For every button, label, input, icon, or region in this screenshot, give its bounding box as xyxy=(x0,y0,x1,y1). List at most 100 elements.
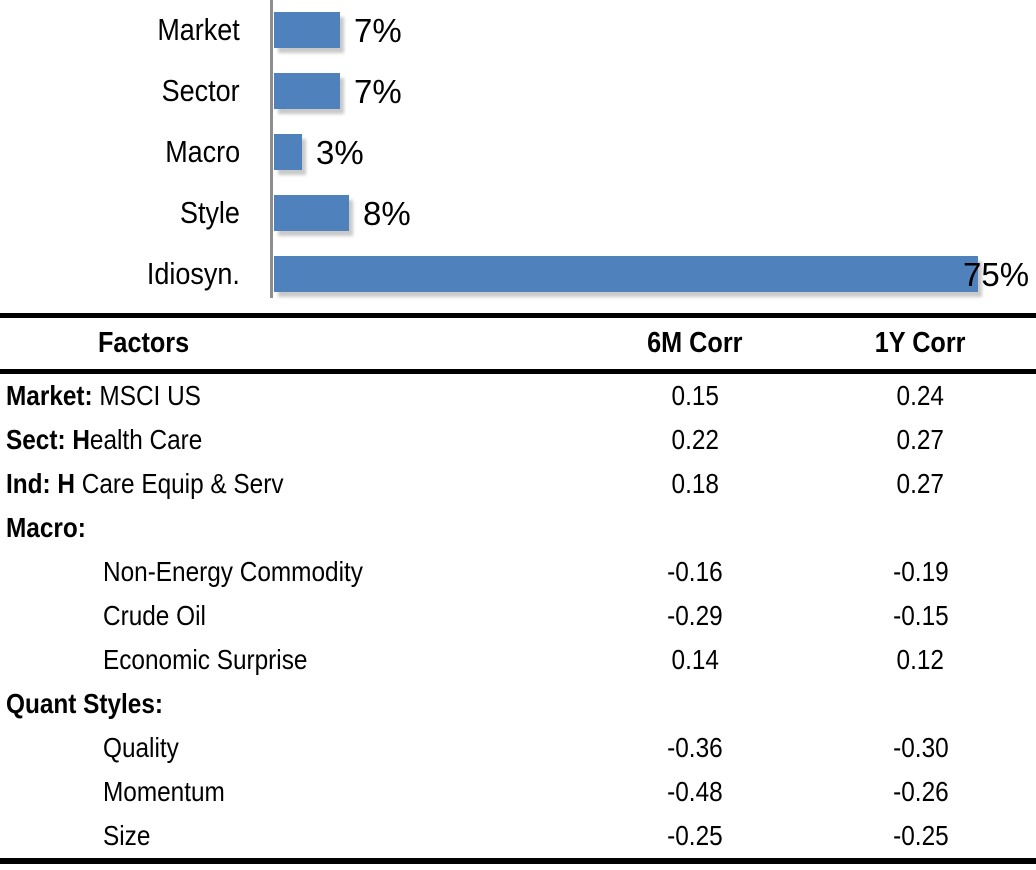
factor-text: Size xyxy=(103,814,150,858)
header-1y-corr: 1Y Corr xyxy=(805,318,1036,369)
factor-text: Sect: Health Care xyxy=(6,418,202,462)
corr-1y-value: 0.27 xyxy=(896,424,945,455)
table-row: Macro: xyxy=(0,506,1036,550)
factor-text: Macro: xyxy=(6,506,86,550)
corr-1y-cell xyxy=(805,506,1036,550)
factor-text: Quant Styles: xyxy=(6,682,163,726)
corr-6m-value: 0.14 xyxy=(671,644,719,675)
corr-6m-value: 0.15 xyxy=(671,380,719,411)
header-6m-corr-label: 6M Corr xyxy=(647,327,743,359)
corr-1y-cell: -0.19 xyxy=(805,550,1036,594)
bar-category-label: Idiosyn. xyxy=(0,256,240,292)
header-factors: Factors xyxy=(0,318,585,369)
factor-cell: Market: MSCI US xyxy=(0,374,585,418)
corr-1y-cell: 0.12 xyxy=(805,638,1036,682)
corr-6m-cell: 0.18 xyxy=(585,462,805,506)
bar-category-label-text: Idiosyn. xyxy=(147,256,240,291)
corr-6m-cell: -0.48 xyxy=(585,770,805,814)
corr-6m-value: 0.18 xyxy=(671,468,719,499)
table-row: Momentum -0.48 -0.26 xyxy=(0,770,1036,814)
corr-1y-cell: 0.24 xyxy=(805,374,1036,418)
bar-category-label-text: Style xyxy=(180,195,240,230)
factor-cell: Quality xyxy=(0,726,585,770)
corr-1y-value: -0.26 xyxy=(892,776,949,807)
factor-cell: Quant Styles: xyxy=(0,682,585,726)
corr-6m-cell: 0.22 xyxy=(585,418,805,462)
factor-correlation-table: Factors 6M Corr 1Y Corr Market: MSCI US 0… xyxy=(0,313,1036,864)
corr-6m-cell: -0.36 xyxy=(585,726,805,770)
corr-1y-cell xyxy=(805,682,1036,726)
corr-6m-cell: -0.25 xyxy=(585,814,805,858)
factor-cell: Macro: xyxy=(0,506,585,550)
bar-sector xyxy=(274,73,340,109)
factor-cell: Sect: Health Care xyxy=(0,418,585,462)
factor-text: Ind: H Care Equip & Serv xyxy=(6,462,284,506)
bar-category-label: Sector xyxy=(0,73,240,109)
factor-cell: Economic Surprise xyxy=(0,638,585,682)
factor-cell: Non-Energy Commodity xyxy=(0,550,585,594)
corr-1y-value: -0.19 xyxy=(892,556,949,587)
corr-1y-value: 0.24 xyxy=(896,380,945,411)
bar-category-label: Market xyxy=(0,12,240,48)
header-6m-corr: 6M Corr xyxy=(585,318,805,369)
corr-1y-cell: -0.15 xyxy=(805,594,1036,638)
table-row: Size -0.25 -0.25 xyxy=(0,814,1036,858)
table-row: Economic Surprise 0.14 0.12 xyxy=(0,638,1036,682)
bar-category-label: Macro xyxy=(0,134,240,170)
factor-text: Economic Surprise xyxy=(103,638,307,682)
table-header-row: Factors 6M Corr 1Y Corr xyxy=(0,318,1036,374)
corr-6m-cell: 0.15 xyxy=(585,374,805,418)
bar-value-label: 7% xyxy=(354,73,402,110)
table-row: Crude Oil -0.29 -0.15 xyxy=(0,594,1036,638)
corr-6m-value: -0.36 xyxy=(667,732,723,763)
bar-category-label-text: Market xyxy=(157,12,240,47)
factor-bold-text: Sect: H xyxy=(6,424,90,455)
corr-6m-cell xyxy=(585,682,805,726)
factor-regular-text: Size xyxy=(103,820,151,851)
corr-1y-value: -0.25 xyxy=(892,820,949,851)
bar-category-label-text: Macro xyxy=(165,134,240,169)
corr-6m-value: -0.29 xyxy=(667,600,723,631)
factor-cell: Size xyxy=(0,814,585,858)
factor-text: Momentum xyxy=(103,770,225,814)
bar-market xyxy=(274,12,340,48)
header-1y-corr-label: 1Y Corr xyxy=(875,327,966,359)
chart-category-axis-line xyxy=(270,0,273,298)
factor-regular-text: Non-Energy Commodity xyxy=(103,556,363,587)
factor-text: Quality xyxy=(103,726,179,770)
corr-1y-value: -0.15 xyxy=(892,600,949,631)
corr-6m-cell xyxy=(585,506,805,550)
table-row: Quality -0.36 -0.30 xyxy=(0,726,1036,770)
factor-cell: Momentum xyxy=(0,770,585,814)
factor-bold-text: Ind: H xyxy=(6,468,82,499)
bar-value-label: 8% xyxy=(363,195,411,232)
bar-style xyxy=(274,195,349,231)
factor-cell: Ind: H Care Equip & Serv xyxy=(0,462,585,506)
corr-1y-value: -0.30 xyxy=(892,732,949,763)
factor-regular-text: Crude Oil xyxy=(103,600,206,631)
corr-1y-value: 0.27 xyxy=(896,468,945,499)
header-factors-label: Factors xyxy=(98,327,190,359)
factor-regular-text: Quality xyxy=(103,732,179,763)
corr-6m-value: -0.16 xyxy=(667,556,723,587)
bar-value-label: 7% xyxy=(354,12,402,49)
bar-value-label: 75% xyxy=(963,256,1030,293)
table-row: Sect: Health Care 0.22 0.27 xyxy=(0,418,1036,462)
corr-1y-cell: -0.30 xyxy=(805,726,1036,770)
corr-6m-cell: 0.14 xyxy=(585,638,805,682)
factor-regular-text: ealth Care xyxy=(89,424,203,455)
table-row: Quant Styles: xyxy=(0,682,1036,726)
bar-value-label: 3% xyxy=(316,134,364,171)
factor-text: Market: MSCI US xyxy=(6,374,201,418)
corr-1y-value: 0.12 xyxy=(896,644,945,675)
factor-regular-text: Care Equip & Serv xyxy=(81,468,284,499)
corr-6m-value: -0.25 xyxy=(667,820,723,851)
factor-text: Crude Oil xyxy=(103,594,206,638)
factor-cell: Crude Oil xyxy=(0,594,585,638)
corr-1y-cell: -0.26 xyxy=(805,770,1036,814)
table-body: Market: MSCI US 0.15 0.24 Sect: Health Care… xyxy=(0,374,1036,858)
factor-bold-text: Market: xyxy=(6,380,93,411)
corr-6m-cell: -0.29 xyxy=(585,594,805,638)
corr-6m-value: 0.22 xyxy=(671,424,719,455)
bar-category-label-text: Sector xyxy=(162,73,240,108)
